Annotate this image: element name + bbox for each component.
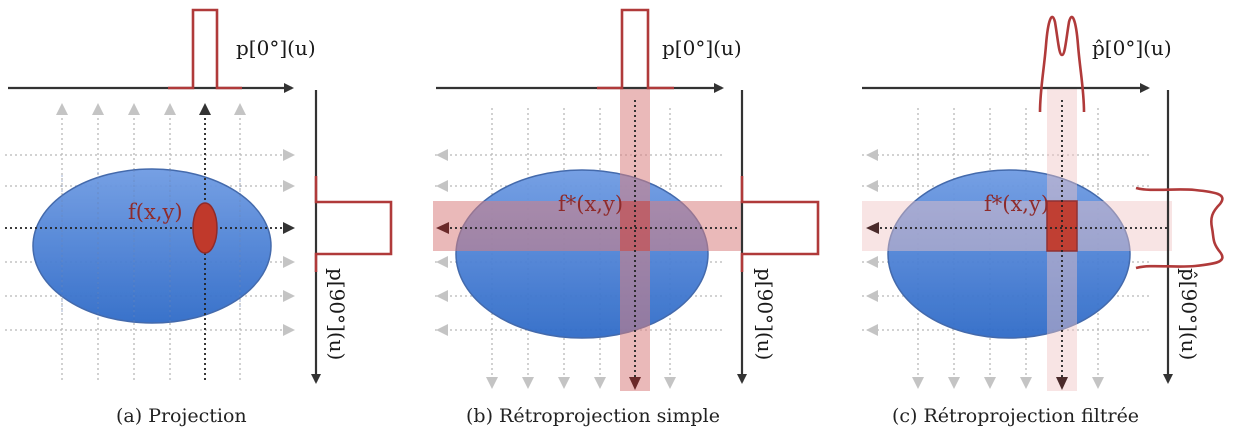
- backprojection-arrows-left: [436, 149, 449, 336]
- object-label-c: f*(x,y): [984, 192, 1049, 216]
- projection-arrows-up: [56, 103, 246, 115]
- filtered-band-horizontal: [862, 201, 1172, 251]
- top-label-b: p[0°](u): [662, 36, 742, 60]
- side-profile-b: [740, 176, 820, 272]
- top-profile-c: [1038, 15, 1086, 113]
- backprojection-arrows-down: [486, 377, 676, 390]
- object-point-a: [192, 202, 218, 254]
- panel-filtered-backprojection: f*(x,y) p̂[0°](u) p̂[90°](u) (c) Rétropr…: [862, 15, 1224, 427]
- caption-a: (a) Projection: [116, 405, 247, 427]
- object-label-b: f*(x,y): [558, 192, 623, 216]
- filtered-arrows-down: [912, 377, 1104, 390]
- filtered-arrows-left: [866, 149, 879, 336]
- backprojection-band-horizontal: [433, 201, 741, 251]
- side-label-c: p̂[90°](u): [1177, 268, 1201, 360]
- caption-b: (b) Rétroprojection simple: [466, 405, 720, 427]
- top-profile-b: [597, 8, 674, 90]
- projection-arrows-right: [283, 149, 295, 336]
- top-label-c: p̂[0°](u): [1092, 36, 1172, 60]
- side-label-a: p[90°](u): [325, 268, 349, 360]
- panel-projection: f(x,y) p[0°](u) p[90°](u) (a) Projection: [5, 8, 393, 427]
- object-label-a: f(x,y): [128, 200, 183, 224]
- side-profile-c: [1135, 186, 1224, 270]
- side-profile-a: [314, 176, 393, 272]
- top-label-a: p[0°](u): [236, 36, 316, 60]
- top-profile-a: [168, 8, 242, 90]
- side-label-b: p[90°](u): [753, 268, 777, 360]
- object-ellipse-a: [32, 168, 272, 324]
- caption-c: (c) Rétroprojection filtrée: [892, 405, 1139, 427]
- panel-simple-backprojection: f*(x,y) p[0°](u) p[90°](u) (b) Rétroproj…: [433, 8, 820, 427]
